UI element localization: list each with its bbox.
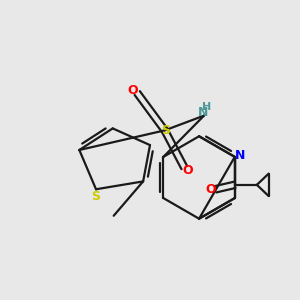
Text: S: S <box>92 190 100 203</box>
Text: S: S <box>161 124 170 137</box>
Text: N: N <box>235 149 245 162</box>
Text: O: O <box>205 183 216 196</box>
Text: H: H <box>202 102 211 112</box>
Text: O: O <box>183 164 193 177</box>
Text: O: O <box>128 84 138 97</box>
Text: N: N <box>198 106 208 118</box>
